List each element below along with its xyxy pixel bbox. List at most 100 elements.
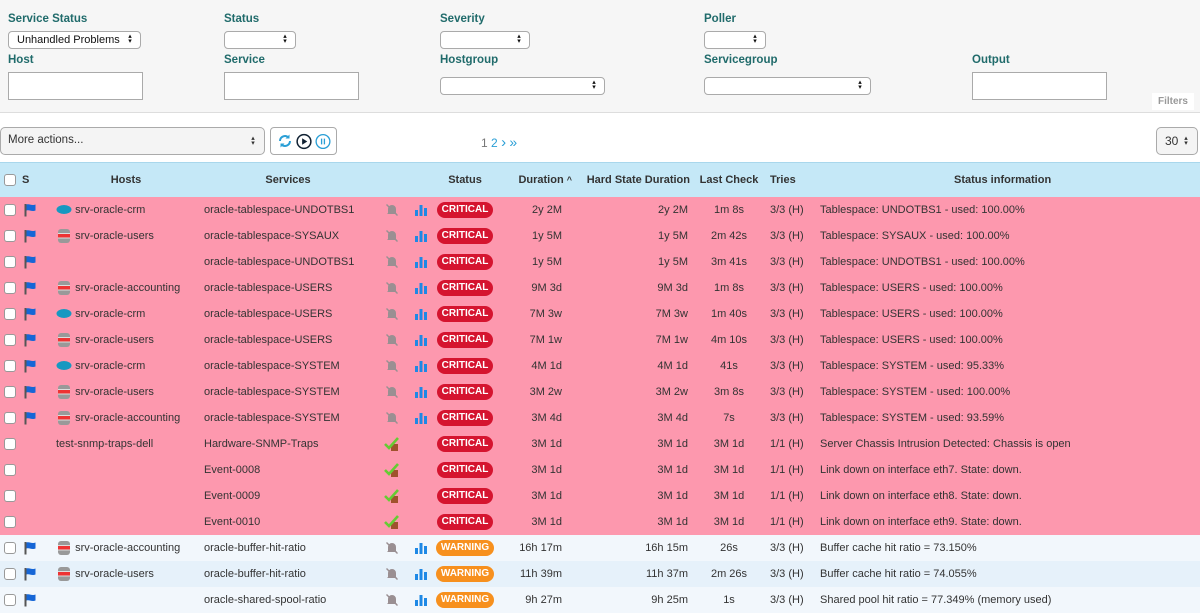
row-checkbox[interactable] <box>4 463 16 476</box>
service-link[interactable]: oracle-tablespace-USERS <box>204 281 333 294</box>
service-link[interactable]: oracle-tablespace-SYSTEM <box>204 359 340 372</box>
performance-graph-icon[interactable] <box>413 202 429 218</box>
row-checkbox[interactable] <box>4 281 16 294</box>
refresh-icon[interactable] <box>277 133 293 149</box>
page-2[interactable]: 2 <box>491 136 498 150</box>
host-link[interactable]: srv-oracle-accounting <box>75 411 181 424</box>
table-row[interactable]: srv-oracle-accounting oracle-tablespace-… <box>0 404 1200 431</box>
performance-graph-icon[interactable] <box>413 280 429 296</box>
row-checkbox[interactable] <box>4 567 16 580</box>
row-checkbox[interactable] <box>4 333 16 346</box>
host-link[interactable]: srv-oracle-users <box>75 385 154 398</box>
table-row[interactable]: srv-oracle-users oracle-tablespace-SYSTE… <box>0 378 1200 405</box>
row-checkbox[interactable] <box>4 489 16 502</box>
row-checkbox[interactable] <box>4 515 16 528</box>
table-row[interactable]: srv-oracle-accounting oracle-tablespace-… <box>0 274 1200 301</box>
notifications-disabled-bell-icon[interactable] <box>384 566 400 582</box>
service-link[interactable]: Event-0008 <box>204 463 261 476</box>
host-link[interactable]: srv-oracle-users <box>75 229 154 242</box>
last-page-icon[interactable]: » <box>509 134 518 150</box>
service-link[interactable]: Hardware-SNMP-Traps <box>204 437 319 450</box>
table-row[interactable]: srv-oracle-crm oracle-tablespace-UNDOTBS… <box>0 196 1200 223</box>
table-row[interactable]: srv-oracle-users oracle-tablespace-SYSAU… <box>0 222 1200 249</box>
host-input[interactable] <box>8 72 143 100</box>
host-link[interactable]: srv-oracle-accounting <box>75 281 181 294</box>
host-link[interactable]: srv-oracle-users <box>75 567 154 580</box>
row-checkbox[interactable] <box>4 203 16 216</box>
status-select[interactable] <box>224 31 296 49</box>
severity-select[interactable] <box>440 31 530 49</box>
service-link[interactable]: oracle-tablespace-USERS <box>204 333 333 346</box>
performance-graph-icon[interactable] <box>413 384 429 400</box>
table-row[interactable]: srv-oracle-crm oracle-tablespace-SYSTEM … <box>0 352 1200 379</box>
performance-graph-icon[interactable] <box>413 540 429 556</box>
row-checkbox[interactable] <box>4 541 16 554</box>
col-status[interactable]: Status <box>434 162 496 197</box>
col-status-information[interactable]: Status information <box>814 162 1200 197</box>
service-link[interactable]: oracle-shared-spool-ratio <box>204 593 327 606</box>
output-input[interactable] <box>972 72 1107 100</box>
notifications-disabled-bell-icon[interactable] <box>384 358 400 374</box>
notifications-disabled-bell-icon[interactable] <box>384 228 400 244</box>
performance-graph-icon[interactable] <box>413 566 429 582</box>
performance-graph-icon[interactable] <box>413 592 429 608</box>
notifications-disabled-bell-icon[interactable] <box>384 332 400 348</box>
table-row[interactable]: srv-oracle-accounting oracle-buffer-hit-… <box>0 534 1200 561</box>
notifications-disabled-bell-icon[interactable] <box>384 410 400 426</box>
page-1[interactable]: 1 <box>481 136 488 150</box>
notifications-disabled-bell-icon[interactable] <box>384 280 400 296</box>
host-link[interactable]: test-snmp-traps-dell <box>56 437 154 450</box>
col-hosts[interactable]: Hosts <box>52 162 200 197</box>
col-last-check[interactable]: Last Check <box>694 162 764 197</box>
filters-tab[interactable]: Filters <box>1151 93 1194 110</box>
table-row[interactable]: Event-0010 CRITICAL 3M 1d 3M 1d 3M 1d 1/… <box>0 508 1200 535</box>
notifications-disabled-bell-icon[interactable] <box>384 384 400 400</box>
row-checkbox[interactable] <box>4 307 16 320</box>
table-row[interactable]: srv-oracle-crm oracle-tablespace-USERS C… <box>0 300 1200 327</box>
row-checkbox[interactable] <box>4 229 16 242</box>
next-page-icon[interactable]: › <box>501 134 507 151</box>
performance-graph-icon[interactable] <box>413 254 429 270</box>
service-link[interactable]: oracle-tablespace-SYSAUX <box>204 229 340 242</box>
row-checkbox[interactable] <box>4 411 16 424</box>
host-link[interactable]: srv-oracle-users <box>75 333 154 346</box>
notifications-disabled-bell-icon[interactable] <box>384 592 400 608</box>
table-row[interactable]: Event-0008 CRITICAL 3M 1d 3M 1d 3M 1d 1/… <box>0 456 1200 483</box>
notifications-disabled-bell-icon[interactable] <box>384 540 400 556</box>
table-row[interactable]: srv-oracle-users oracle-tablespace-USERS… <box>0 326 1200 353</box>
notifications-disabled-bell-icon[interactable] <box>384 306 400 322</box>
service-link[interactable]: oracle-tablespace-SYSTEM <box>204 385 340 398</box>
select-all-checkbox[interactable] <box>4 173 16 186</box>
host-link[interactable]: srv-oracle-accounting <box>75 541 181 554</box>
row-checkbox[interactable] <box>4 385 16 398</box>
table-row[interactable]: Event-0009 CRITICAL 3M 1d 3M 1d 3M 1d 1/… <box>0 482 1200 509</box>
col-duration[interactable]: Duration ^ <box>496 162 576 197</box>
col-services[interactable]: Services <box>200 162 376 197</box>
row-checkbox[interactable] <box>4 255 16 268</box>
table-row[interactable]: oracle-tablespace-UNDOTBS1 CRITICAL 1y 5… <box>0 248 1200 275</box>
service-link[interactable]: Event-0009 <box>204 489 261 502</box>
play-icon[interactable] <box>295 133 312 149</box>
performance-graph-icon[interactable] <box>413 306 429 322</box>
service-link[interactable]: oracle-tablespace-UNDOTBS1 <box>204 203 355 216</box>
service-link[interactable]: oracle-buffer-hit-ratio <box>204 541 306 554</box>
performance-graph-icon[interactable] <box>413 332 429 348</box>
service-link[interactable]: oracle-tablespace-UNDOTBS1 <box>204 255 355 268</box>
poller-select[interactable] <box>704 31 766 49</box>
host-link[interactable]: srv-oracle-crm <box>75 359 146 372</box>
hostgroup-select[interactable] <box>440 77 605 95</box>
row-checkbox[interactable] <box>4 359 16 372</box>
performance-graph-icon[interactable] <box>413 358 429 374</box>
col-tries[interactable]: Tries <box>764 162 814 197</box>
servicegroup-select[interactable] <box>704 77 871 95</box>
table-row[interactable]: test-snmp-traps-dell Hardware-SNMP-Traps… <box>0 430 1200 457</box>
notifications-disabled-bell-icon[interactable] <box>384 202 400 218</box>
row-checkbox[interactable] <box>4 593 16 606</box>
performance-graph-icon[interactable] <box>413 228 429 244</box>
table-row[interactable]: oracle-shared-spool-ratio WARNING 9h 27m… <box>0 586 1200 613</box>
col-hard-state-duration[interactable]: Hard State Duration <box>576 162 694 197</box>
service-link[interactable]: Event-0010 <box>204 515 261 528</box>
host-link[interactable]: srv-oracle-crm <box>75 307 146 320</box>
more-actions-select[interactable]: More actions... <box>0 127 265 155</box>
col-s[interactable]: S <box>22 162 52 197</box>
